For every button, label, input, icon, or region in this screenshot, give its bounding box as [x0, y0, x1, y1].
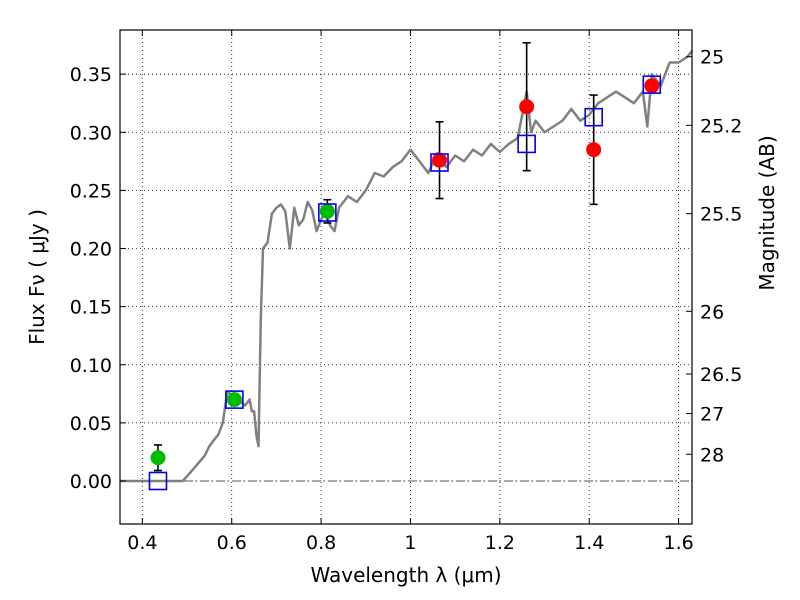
y2-tick-label: 25.5 — [700, 204, 742, 226]
data-point — [644, 78, 660, 94]
y-tick-label: 0.00 — [70, 471, 112, 493]
y2-tick-label: 26.5 — [700, 364, 742, 386]
grid — [120, 30, 692, 524]
data-point — [432, 152, 448, 168]
y2-tick-label: 26 — [700, 301, 724, 323]
x-tick-label: 1 — [404, 532, 416, 554]
data-point — [150, 450, 166, 466]
y-tick-label: 0.10 — [70, 355, 112, 377]
model-sed-line — [120, 50, 693, 483]
data-point — [519, 99, 535, 115]
y-tick-label: 0.15 — [70, 297, 112, 319]
x-tick-label: 0.4 — [127, 532, 157, 554]
y-tick-labels: 0.00 0.05 0.10 0.15 0.20 0.25 0.30 0.35 — [70, 64, 112, 493]
y-tick-label: 0.25 — [70, 180, 112, 202]
model-point — [517, 134, 536, 154]
y2-tick-label: 25.2 — [700, 115, 742, 137]
y2-tick-label: 25 — [700, 47, 724, 69]
data-point — [319, 203, 335, 219]
data-markers — [148, 41, 662, 491]
tick-marks — [120, 30, 692, 524]
y2-tick-labels: 25 25.2 25.5 26 26.5 27 28 — [700, 47, 742, 467]
x-tick-label: 1.4 — [574, 532, 604, 554]
model-point — [148, 471, 168, 491]
y2-axis-label: Magnitude (AB) — [755, 135, 779, 290]
data-point — [226, 392, 242, 408]
model-point — [318, 203, 337, 222]
x-axis-label: Wavelength λ (μm) — [310, 563, 501, 587]
model-point — [430, 153, 449, 172]
y-tick-label: 0.35 — [70, 64, 112, 86]
plot-frame — [119, 29, 693, 525]
y-tick-label: 0.20 — [70, 239, 112, 261]
x-tick-label: 1.6 — [663, 532, 693, 554]
x-tick-label: 0.6 — [217, 532, 247, 554]
y-tick-label: 0.30 — [70, 122, 112, 144]
model-point — [225, 390, 244, 409]
model-point — [642, 75, 662, 94]
y-axis-label: Flux Fν ( μJy ) — [25, 209, 49, 345]
model-point — [584, 107, 603, 127]
y-tick-label: 0.05 — [70, 413, 112, 435]
y2-tick-label: 27 — [700, 404, 724, 426]
data-point — [586, 142, 602, 158]
x-tick-label: 1.2 — [485, 532, 515, 554]
y2-tick-label: 28 — [700, 444, 724, 466]
x-tick-label: 0.8 — [306, 532, 336, 554]
x-tick-labels: 0.4 0.6 0.8 1 1.2 1.4 1.6 — [127, 532, 693, 554]
